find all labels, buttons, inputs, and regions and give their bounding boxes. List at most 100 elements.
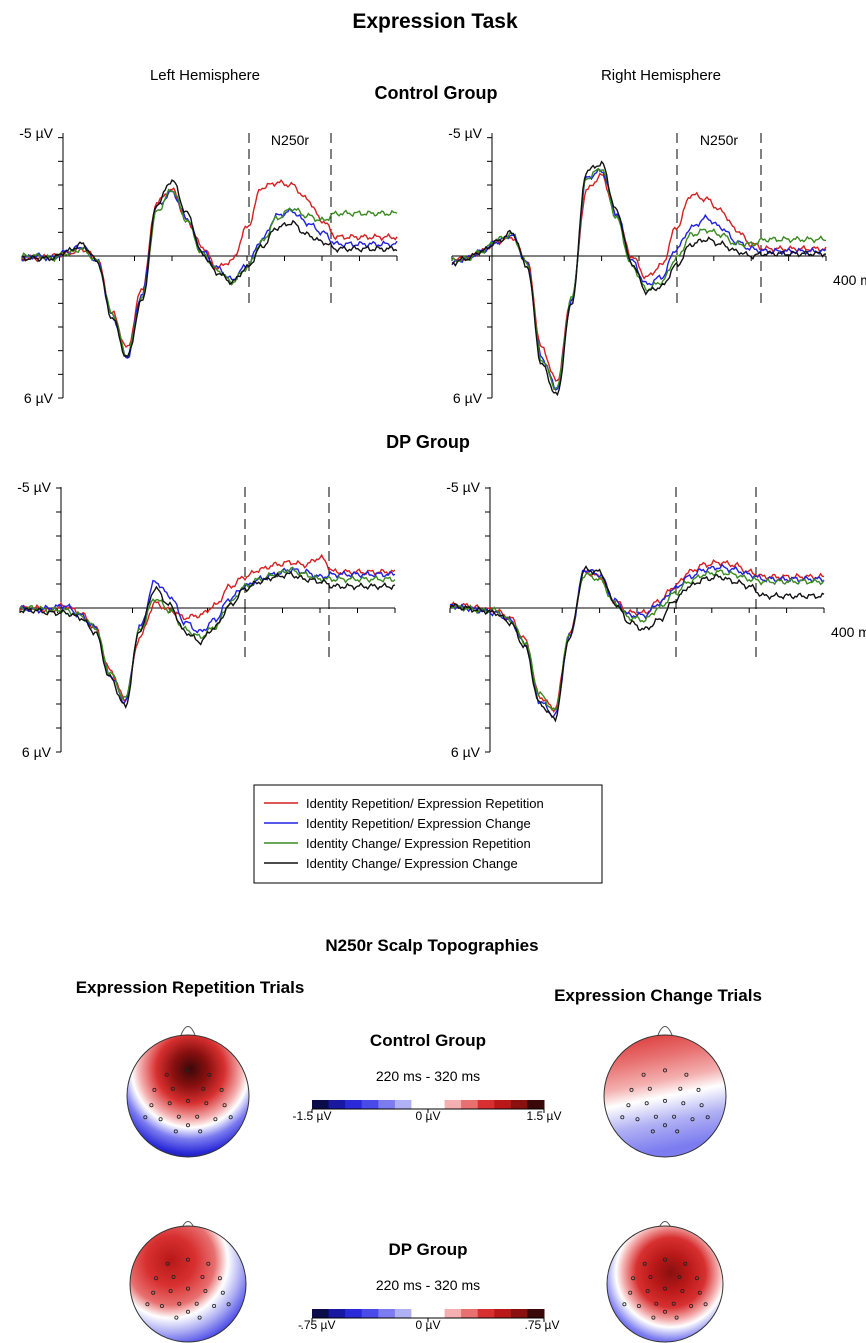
colorbar-segment [428,1309,446,1318]
electrode-dot [197,1315,202,1320]
electrode-dot [207,1072,212,1077]
electrode-dot [681,1101,686,1106]
electrode-dot [674,1315,679,1320]
series-line-3 [451,160,827,397]
electrode-dot [226,1302,231,1307]
colorbar-segment [494,1309,512,1318]
electrode-dot [154,1276,159,1281]
series-line-0 [19,553,396,702]
electrode-dot [185,1068,190,1073]
colorbar-segment [378,1100,396,1109]
figure-title: Expression Task [352,10,518,33]
series-line-0 [449,559,825,714]
electrode-dot [173,1129,178,1134]
colorbar-segment [477,1100,495,1109]
series-line-3 [19,571,396,709]
electrode-dot [651,1315,656,1320]
colorbar-segment [461,1100,479,1109]
electrode-dot [185,1257,190,1262]
colorbar-segment [444,1309,462,1318]
electrode-dot [176,1114,181,1119]
electrode-dot [194,1301,199,1306]
electrode-dot [213,1117,218,1122]
erp-panel-2: -5 µV 6 µV [17,479,396,760]
electrode-dot [159,1304,164,1309]
left-hemisphere-label: Left Hemisphere [150,67,260,84]
electrode-dot [648,1275,653,1280]
legend-label-1: Identity Repetition/ Expression Change [306,816,531,831]
electrode-dot [168,1289,173,1294]
electrode-dot [177,1301,182,1306]
electrode-dot [647,1086,652,1091]
topo-dp-repetition [129,1221,247,1343]
colorbar-segment [444,1100,462,1109]
electrode-dot [678,1086,683,1091]
electrode-dot [644,1101,649,1106]
electrode-dot [217,1276,222,1281]
electrode-dot [220,1290,225,1295]
colorbar-segment [510,1309,528,1318]
electrode-dot [689,1304,694,1309]
electrode-dot [185,1098,190,1103]
electrode-dot [222,1103,227,1108]
electrode-dot [663,1068,668,1073]
electrode-dot [631,1276,636,1281]
electrode-dot [149,1103,154,1108]
colorbar-segment [378,1309,396,1318]
electrode-dot [671,1301,676,1306]
topo-left-heading: Expression Repetition Trials [76,978,305,997]
colorbar-segment [361,1309,379,1318]
legend-label-0: Identity Repetition/ Expression Repetiti… [306,796,544,811]
electrode-dot [650,1129,655,1134]
electrode-dot [195,1114,200,1119]
electrode-dot [641,1072,646,1077]
colorbar-segment [394,1309,412,1318]
electrode-dot [620,1115,625,1120]
cbar2-max-label: .75 µV [525,1318,560,1332]
scalp-map [129,1225,247,1343]
topo-right-heading: Expression Change Trials [554,986,762,1005]
electrode-dot [152,1087,157,1092]
colorbar-segment [328,1309,346,1318]
electrode-dot [158,1117,163,1122]
scalp-map [606,1225,724,1343]
electrode-dot [185,1286,190,1291]
electrode-dot [151,1290,156,1295]
electrode-dot [200,1275,205,1280]
electrode-dot [629,1087,634,1092]
nose-icon [657,1026,673,1036]
electrode-dot [206,1261,211,1266]
series-line-1 [19,567,396,705]
electrode-dot [663,1123,668,1128]
electrode-dot [690,1117,695,1122]
legend: Identity Repetition/ Expression Repetiti… [253,784,603,884]
electrode-dot [696,1087,701,1092]
topo-row2-window: 220 ms - 320 ms [376,1277,480,1293]
electrode-dot [703,1302,708,1307]
colorbar-segment [527,1309,545,1318]
electrode-dot [171,1275,176,1280]
series-line-1 [451,167,827,391]
electrode-dot [174,1315,179,1320]
electrode-dot [684,1072,689,1077]
electrode-dot [204,1101,209,1106]
colorbar-segment [394,1100,412,1109]
series-line-3 [449,565,825,723]
x-end-label: 400 ms [831,624,866,640]
topo-row1-window: 220 ms - 320 ms [376,1068,480,1084]
colorbar-segment [411,1100,429,1109]
electrode-dot [622,1302,627,1307]
electrode-dot [663,1257,668,1262]
topo-control-change [603,1026,727,1158]
y-bottom-label: 6 µV [24,390,54,406]
series-line-3 [21,179,398,358]
electrode-dot [185,1123,190,1128]
electrode-dot [165,1261,170,1266]
electrode-dot [185,1309,190,1314]
right-hemisphere-label: Right Hemisphere [601,67,721,84]
electrode-dot [203,1289,208,1294]
electrode-dot [653,1114,658,1119]
series-line-2 [21,188,398,357]
colorbar-segment [461,1309,479,1318]
